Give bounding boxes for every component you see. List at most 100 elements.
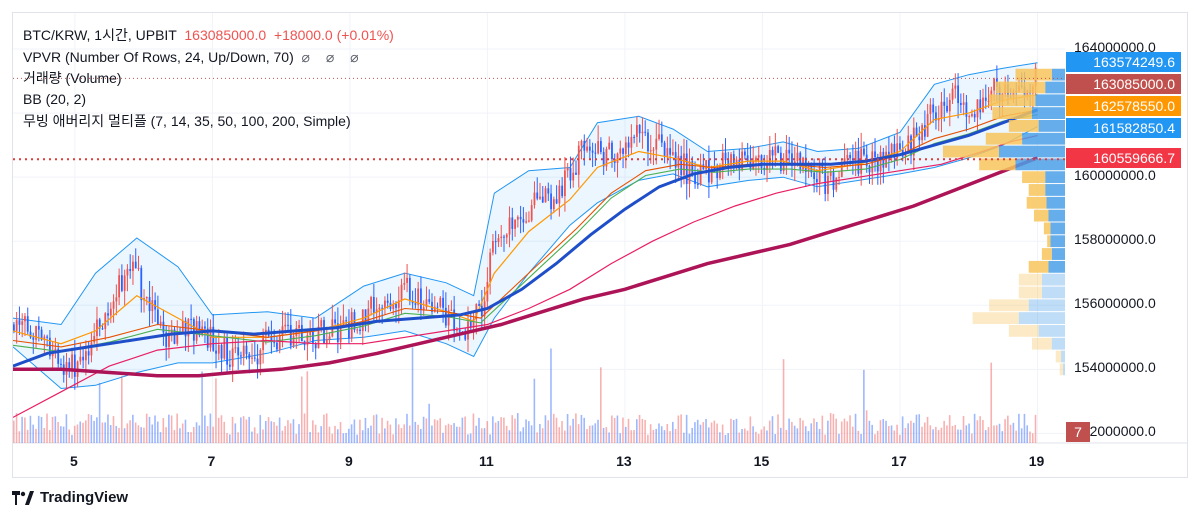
candle-body [672,152,674,155]
candle-body [1026,90,1029,97]
candle-body [550,193,552,210]
candle-body [511,217,514,229]
volume-bar [962,416,965,443]
volume-bar [627,418,630,443]
volume-bar [84,420,87,443]
volume-bar [444,425,447,443]
candle-body [414,303,417,305]
candle-body [951,88,954,100]
candle-body [48,337,51,357]
symbol-legend: BTC/KRW, 1시간, UPBIT 163085000.0 +18000.0… [23,26,394,44]
volume-bar [796,428,799,443]
volume-bar [622,417,624,443]
volume-bar [793,425,796,443]
candle-body [348,321,350,339]
x-tick-label: 19 [1028,453,1045,469]
volume-bar [660,426,663,443]
bb-legend[interactable]: BB (20, 2) [23,90,86,108]
volume-bar [746,430,749,443]
volume-bar [624,426,627,443]
candle-body [60,363,62,365]
volume-bar [804,426,807,443]
brand-name: TradingView [40,489,129,506]
candle-body [439,297,442,307]
volume-bar [896,424,898,443]
volume-bar [832,413,835,443]
x-tick-label: 5 [69,453,78,469]
volume-bar [647,434,649,443]
candle-body [710,166,713,183]
volume-bar [436,420,439,443]
candle-body [378,307,381,310]
volume-bar [710,422,713,443]
vpvr-legend[interactable]: VPVR (Number Of Rows, 24, Up/Down, 70) ⌀… [23,48,365,66]
candle-body [669,148,672,155]
vpvr-up-bar [989,94,1036,107]
volume-bar [253,427,256,443]
candle-body [73,354,76,377]
volume-bar [530,425,533,443]
candle-body [101,328,104,330]
volume-bar [165,427,167,443]
vpvr-down-bar [1051,68,1065,81]
candle-body [611,142,613,160]
ma-legend[interactable]: 무빙 애버리지 멀티플 (7, 14, 35, 50, 100, 200, Si… [23,112,351,130]
candle-body [206,328,209,348]
candle-body [829,172,832,176]
candle-body [824,166,827,194]
candle-body [492,241,494,253]
candle-body [771,149,774,156]
candle-body [569,167,572,181]
candle-body [132,261,134,272]
volume-bar [719,432,721,443]
volume-bar [154,415,156,443]
volume-bar [82,422,84,443]
vpvr-down-bar [1061,350,1065,363]
price-chart[interactable] [13,13,1187,477]
candle-body [456,329,458,331]
vpvr-down-bar [1022,132,1065,145]
volume-bar [148,416,151,443]
volume-bar [73,425,76,443]
volume-bar [752,426,754,443]
vpvr-down-bar [1041,273,1065,286]
volume-bar [550,348,552,443]
candle-body [453,309,456,331]
candle-body [406,277,408,283]
volume-bar [696,419,699,443]
volume-bar [904,427,907,443]
volume-bar [289,423,292,443]
volume-bar [400,428,403,443]
candle-body [323,320,325,344]
candle-body [539,196,541,199]
candle-body [738,159,741,170]
price-tag: 163085000.0 [1066,73,1181,94]
tradingview-brand[interactable]: TradingView [12,489,128,506]
volume-bar [921,426,923,443]
volume-bar [743,428,746,443]
vpvr-up-bar [1008,324,1039,337]
chart-panel[interactable] [12,12,1188,478]
candle-body [140,267,143,301]
volume-bar [79,421,82,443]
candle-body [259,350,262,365]
volume-bar [198,425,201,443]
volume-bar [680,414,682,443]
vpvr-down-bar [1018,312,1065,324]
volume-legend[interactable]: 거래량 (Volume) [23,69,122,87]
candle-body [652,149,655,151]
candle-body [580,140,583,146]
volume-bar [544,415,547,443]
candle-body [154,300,157,310]
candle-body [851,158,854,161]
y-tick-label: 164000000.0 [1074,39,1156,56]
volume-bar [18,431,21,443]
volume-bar [21,416,23,443]
volume-bar [1001,431,1004,443]
candle-body [987,100,990,102]
volume-bar [959,429,962,443]
ma-100-line [13,134,1038,418]
candle-body [287,324,289,326]
vpvr-up-bar [1028,184,1046,196]
candle-body [647,132,649,152]
